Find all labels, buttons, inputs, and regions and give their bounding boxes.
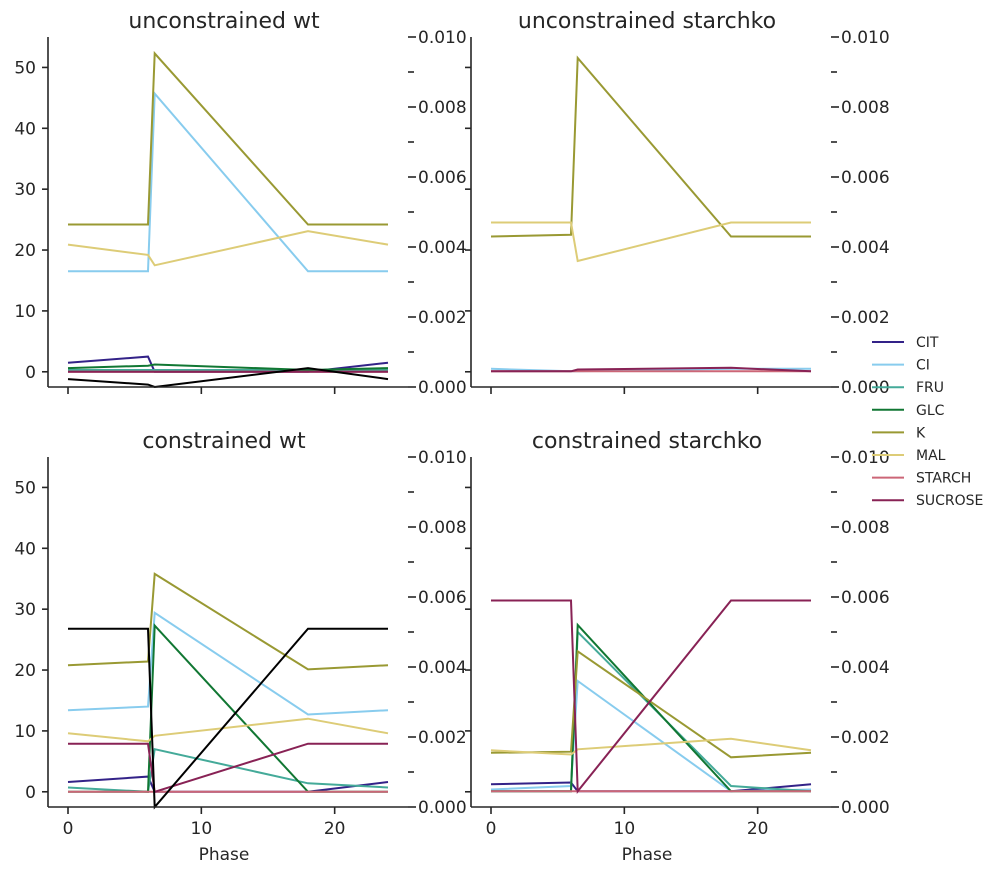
- x-tick-label: 0: [486, 819, 497, 839]
- legend-label-ci: CI: [916, 358, 930, 374]
- x-tick-label: 0: [63, 819, 74, 839]
- chart-title: constrained starchko: [532, 429, 762, 454]
- y2-tick-label: 0.000: [841, 798, 890, 818]
- y-tick-label: 20: [14, 661, 36, 681]
- y2-tick-label: 0.004: [418, 658, 467, 678]
- series-line-fru: [491, 629, 812, 793]
- x-tick-label: 20: [747, 819, 769, 839]
- chart-panel-2: 0.000 0.002 0.004 0.006 0.008 0.010 unconstrai…: [465, 9, 890, 398]
- legend: CIT CI FRU GLC K MAL STARCH SUCROSE: [872, 335, 983, 509]
- x-tick-label: 20: [324, 819, 346, 839]
- y2-tick-label: 0.006: [418, 588, 467, 608]
- legend-label-sucrose: SUCROSE: [916, 493, 983, 509]
- y2-tick-label: 0.002: [841, 308, 890, 328]
- y-tick-label: 30: [14, 180, 36, 200]
- y2-tick-label: 0.008: [841, 98, 890, 118]
- series-line-unlabeled-8: [68, 627, 388, 810]
- y-tick-label: 40: [14, 119, 36, 139]
- y2-tick-label: 0.002: [841, 728, 890, 748]
- chart-title: constrained wt: [142, 429, 306, 454]
- y-tick-label: 50: [14, 478, 36, 498]
- legend-label-mal: MAL: [916, 448, 946, 464]
- y2-tick-label: 0.008: [418, 98, 467, 118]
- y2-tick-label: 0.008: [418, 518, 467, 538]
- series-line-mal: [67, 717, 389, 743]
- chart-panel-3: 0 10 20 30 40 50 0.000 0.002 0.004 0.006 0.008 0.01…: [14, 429, 466, 865]
- x-axis-label: Phase: [622, 845, 673, 865]
- series-line-fru: [67, 747, 389, 793]
- legend-label-glc: GLC: [916, 403, 945, 419]
- y-tick-label: 40: [14, 539, 36, 559]
- series-line-ci: [490, 679, 812, 793]
- series-line-glc: [67, 363, 389, 372]
- series-line-mal: [67, 230, 389, 267]
- series-line-k: [490, 649, 812, 759]
- legend-label-fru: FRU: [916, 380, 944, 396]
- y2-tick-label: 0.002: [418, 728, 467, 748]
- series-line-k: [490, 55, 811, 238]
- series-line-k: [67, 572, 389, 671]
- y2-tick-label: 0.010: [418, 28, 467, 48]
- x-tick-label: 10: [614, 819, 636, 839]
- y-tick-label: 0: [25, 363, 36, 383]
- y2-tick-label: 0.000: [841, 378, 890, 398]
- y-tick-label: 30: [14, 600, 36, 620]
- series-line-mal: [491, 221, 811, 263]
- x-axis-label: Phase: [199, 845, 250, 865]
- series-line-sucrose: [491, 366, 812, 373]
- series-line-sucrose: [491, 599, 811, 795]
- series-line-mal: [490, 737, 812, 756]
- y2-tick-label: 0.000: [418, 798, 467, 818]
- y2-tick-label: 0.006: [418, 168, 467, 188]
- chart-title: unconstrained wt: [128, 9, 320, 34]
- chart-title: unconstrained starchko: [518, 9, 776, 34]
- y2-tick-label: 0.004: [418, 238, 467, 258]
- series-line-ci: [67, 611, 389, 716]
- y2-tick-label: 0.004: [841, 658, 890, 678]
- series-line-k: [68, 50, 388, 226]
- y-tick-label: 10: [14, 302, 36, 322]
- y-tick-label: 50: [14, 58, 36, 78]
- chart-panel-4: 0.000 0.002 0.004 0.006 0.008 0.010 0 10 20 const…: [465, 429, 890, 865]
- y-tick-label: 0: [25, 783, 36, 803]
- legend-label-k: K: [916, 425, 926, 441]
- x-tick-label: 10: [191, 819, 213, 839]
- y2-tick-label: 0.006: [841, 588, 890, 608]
- chart-panel-1: 0 10 20 30 40 50 0.000 0.002 0.004 0.006 0.008 0.01…: [14, 9, 466, 398]
- y2-tick-label: 0.010: [418, 448, 467, 468]
- y2-tick-label: 0.000: [418, 378, 467, 398]
- series-line-glc: [491, 622, 811, 793]
- y-tick-label: 20: [14, 241, 36, 261]
- y2-tick-label: 0.004: [841, 238, 890, 258]
- y2-tick-label: 0.006: [841, 168, 890, 188]
- legend-label-starch: STARCH: [916, 471, 971, 487]
- y2-tick-label: 0.010: [841, 448, 890, 468]
- y-tick-label: 10: [14, 722, 36, 742]
- y2-tick-label: 0.008: [841, 518, 890, 538]
- y2-tick-label: 0.002: [418, 308, 467, 328]
- y2-tick-label: 0.010: [841, 28, 890, 48]
- legend-label-cit: CIT: [916, 335, 939, 351]
- series-line-ci: [68, 91, 388, 273]
